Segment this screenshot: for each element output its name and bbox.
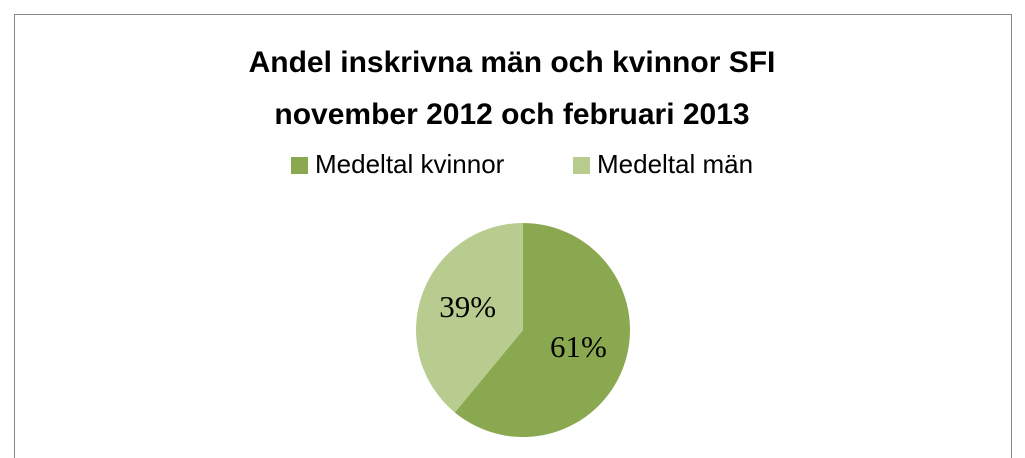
legend-swatch — [573, 157, 590, 174]
legend-label: Medeltal män — [597, 149, 753, 179]
chart-title: Andel inskrivna män och kvinnor SFI — [249, 46, 776, 79]
chart-title: november 2012 och februari 2013 — [274, 98, 749, 131]
pie-slice — [454, 223, 631, 437]
legend-swatch — [291, 157, 308, 174]
legend-label: Medeltal kvinnor — [315, 149, 505, 179]
pie-slice — [416, 223, 523, 413]
data-label: 39% — [439, 289, 496, 324]
data-label: 61% — [550, 329, 607, 364]
